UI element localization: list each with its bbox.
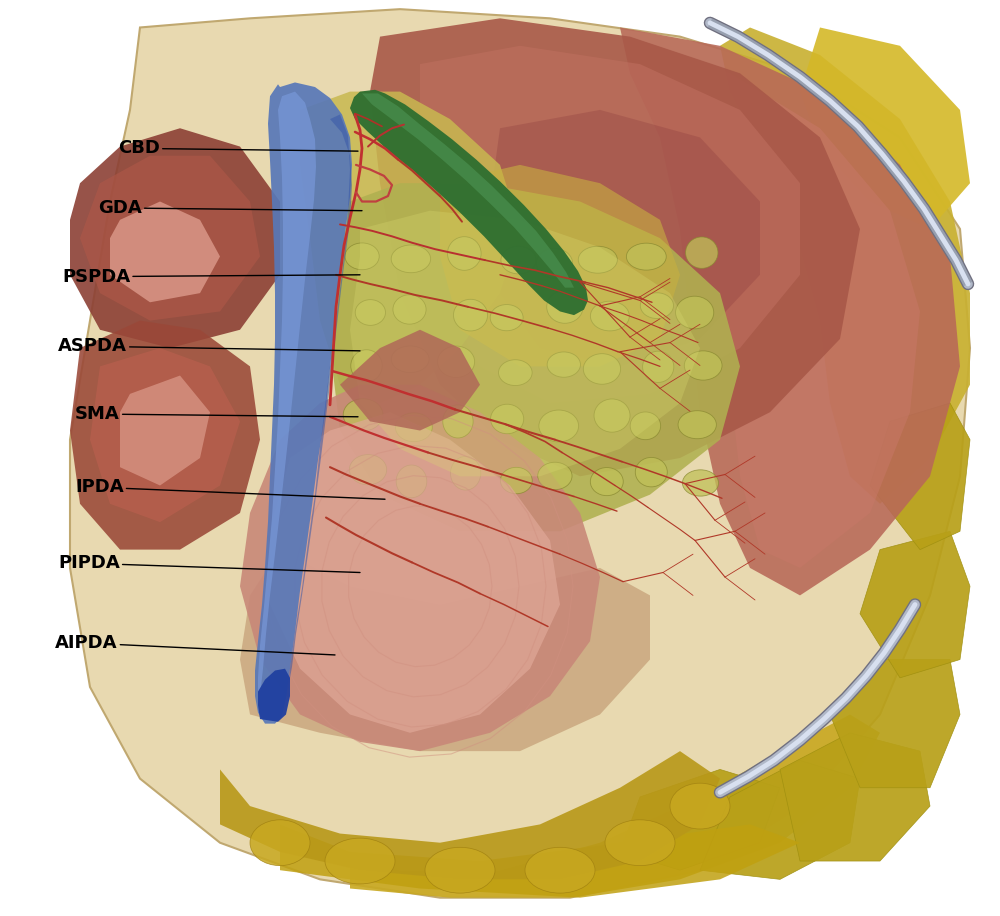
Ellipse shape [395,413,432,442]
Ellipse shape [686,237,718,268]
Polygon shape [70,9,970,898]
Ellipse shape [583,354,621,384]
Polygon shape [800,27,970,229]
Ellipse shape [438,346,475,377]
Polygon shape [350,90,588,315]
Ellipse shape [345,243,379,269]
Ellipse shape [499,360,532,386]
Polygon shape [640,46,920,568]
Ellipse shape [682,470,719,496]
Ellipse shape [594,399,630,432]
Ellipse shape [491,404,524,433]
Ellipse shape [250,820,310,866]
Ellipse shape [547,290,583,323]
Ellipse shape [355,300,385,325]
Polygon shape [350,714,880,898]
Polygon shape [350,211,700,476]
Text: AIPDA: AIPDA [55,634,335,655]
Polygon shape [220,751,720,879]
Ellipse shape [351,350,382,382]
Polygon shape [720,27,970,504]
Ellipse shape [670,783,730,829]
Ellipse shape [640,293,674,319]
Polygon shape [490,110,760,366]
Polygon shape [420,46,800,403]
Text: SMA: SMA [75,405,358,423]
Ellipse shape [396,465,427,497]
Ellipse shape [590,467,623,496]
Polygon shape [300,92,520,403]
Polygon shape [258,92,316,705]
Ellipse shape [635,457,667,487]
Ellipse shape [626,243,666,270]
Ellipse shape [630,412,661,440]
Text: IPDA: IPDA [75,478,385,499]
Ellipse shape [325,838,395,884]
Text: PSPDA: PSPDA [62,267,360,286]
Polygon shape [90,348,240,522]
Ellipse shape [590,301,629,331]
Ellipse shape [443,405,473,438]
Polygon shape [70,128,280,348]
Polygon shape [280,824,800,898]
Polygon shape [362,93,574,288]
Ellipse shape [391,245,431,273]
Ellipse shape [490,304,523,331]
Ellipse shape [447,236,481,270]
Ellipse shape [453,300,488,331]
Polygon shape [70,321,260,550]
Polygon shape [370,18,860,476]
Ellipse shape [343,398,383,431]
Ellipse shape [349,454,387,485]
Polygon shape [620,769,780,870]
Polygon shape [258,669,290,722]
Polygon shape [270,412,560,733]
Polygon shape [440,165,680,366]
Ellipse shape [643,351,674,383]
Text: PIPDA: PIPDA [58,554,360,572]
Ellipse shape [537,248,573,278]
Polygon shape [240,550,650,751]
Polygon shape [620,27,960,595]
Text: GDA: GDA [98,199,362,217]
Polygon shape [830,660,960,788]
Polygon shape [110,202,220,302]
Ellipse shape [451,456,481,490]
Polygon shape [330,183,740,531]
Text: ASPDA: ASPDA [58,337,360,355]
Ellipse shape [501,246,536,274]
Polygon shape [288,114,352,689]
Ellipse shape [678,410,716,439]
Ellipse shape [425,847,495,893]
Ellipse shape [525,847,595,893]
Ellipse shape [538,463,572,490]
Polygon shape [240,385,600,751]
Polygon shape [340,330,480,431]
Ellipse shape [393,295,426,324]
Ellipse shape [547,352,580,377]
Ellipse shape [605,820,675,866]
Polygon shape [780,733,930,861]
Text: CBD: CBD [118,139,358,158]
Polygon shape [255,82,352,724]
Polygon shape [120,376,210,485]
Ellipse shape [578,246,617,273]
Ellipse shape [500,467,532,494]
Ellipse shape [391,346,429,373]
Polygon shape [860,531,970,678]
Ellipse shape [684,351,722,380]
Ellipse shape [676,296,714,329]
Polygon shape [870,403,970,550]
Ellipse shape [539,410,579,442]
Polygon shape [80,156,260,321]
Polygon shape [700,760,860,879]
